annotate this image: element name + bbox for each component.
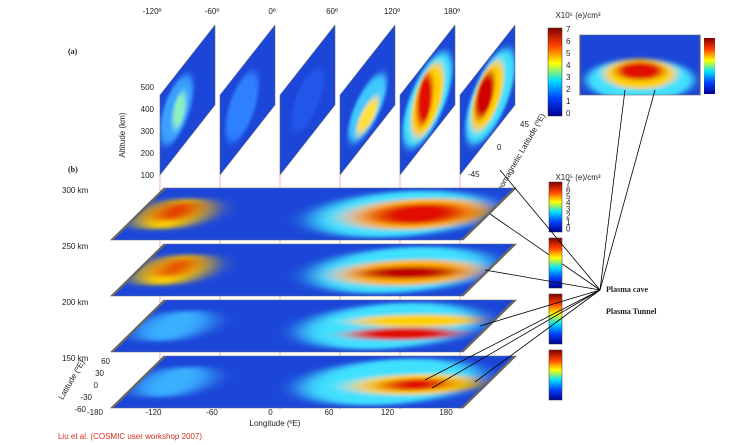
- altitude-slice: [460, 25, 515, 175]
- colorbar: [704, 38, 715, 94]
- layer-label: 300 km: [62, 186, 89, 195]
- colorbar-tick: 3: [566, 73, 571, 82]
- heat-body: [112, 244, 515, 296]
- latitude-tick: 60: [101, 357, 110, 366]
- axis-title: Altitude (km): [118, 112, 127, 157]
- heat-body: [112, 356, 515, 408]
- pointer-line: [485, 270, 600, 290]
- longitude-tick: 180: [439, 408, 453, 417]
- heat-blobs: [466, 29, 516, 164]
- annotation: Plasma cave: [606, 285, 648, 294]
- axis-title: Longitude (ºE): [250, 419, 301, 428]
- colorbar-tick: 1: [566, 97, 571, 106]
- heat-body: [400, 25, 455, 175]
- layer-label: 200 km: [62, 298, 89, 307]
- altitude-tick: 500: [141, 83, 155, 92]
- colorbar-title: X10⁵ (e)/cm³: [555, 173, 600, 182]
- colorbar-tick: 6: [566, 37, 571, 46]
- latitude-tick: 30: [95, 369, 104, 378]
- colorbar-tick: 0: [566, 225, 571, 234]
- pointer-line: [600, 90, 625, 290]
- altitude-tick: 400: [141, 105, 155, 114]
- altitude-slice: [280, 25, 335, 175]
- latitude-tick: -45: [468, 170, 480, 179]
- top-longitude-label: -120º: [143, 7, 162, 16]
- heat-body: [160, 25, 215, 175]
- inset-heatmap: [580, 35, 700, 101]
- top-longitude-label: 180º: [444, 7, 460, 16]
- heat-blob: [616, 62, 664, 80]
- altitude-layer: [112, 188, 515, 240]
- colorbar: [549, 350, 562, 400]
- altitude-slice: [340, 25, 395, 175]
- heat-body: [580, 35, 700, 101]
- altitude-slice: [400, 25, 455, 175]
- latitude-tick: 0: [497, 143, 502, 152]
- top-longitude-label: -60º: [205, 7, 220, 16]
- altitude-layer: [112, 244, 515, 296]
- heat-blobs: [586, 59, 694, 101]
- figure: (a) (b) Liu et al. (COSMIC user workshop…: [0, 0, 730, 445]
- longitude-tick: -60: [206, 408, 218, 417]
- panel-label: (a): [68, 47, 78, 56]
- longitude-tick: 0: [268, 408, 273, 417]
- colorbar-title: X10⁵ (e)/cm³: [555, 11, 600, 20]
- latitude-tick: -30: [80, 393, 92, 402]
- colorbar: [548, 28, 562, 116]
- heat-body: [340, 25, 395, 175]
- top-longitude-label: 60º: [326, 7, 338, 16]
- longitude-tick: -180: [87, 408, 104, 417]
- altitude-slice: [160, 25, 215, 175]
- latitude-tick: 45: [520, 120, 529, 129]
- altitude-tick: 300: [141, 127, 155, 136]
- heat-body: [112, 300, 515, 352]
- heat-body: [112, 188, 515, 240]
- annotation: Plasma Tunnel: [606, 307, 657, 316]
- longitude-tick: 60: [325, 408, 334, 417]
- top-longitude-label: 0º: [268, 7, 275, 16]
- heat-body: [280, 25, 335, 175]
- layer-label: 250 km: [62, 242, 89, 251]
- altitude-slice: [220, 25, 275, 175]
- altitude-tick: 200: [141, 149, 155, 158]
- longitude-tick: -120: [145, 408, 162, 417]
- altitude-layer: [112, 300, 515, 352]
- colorbar-tick: 2: [566, 85, 571, 94]
- altitude-layer: [112, 356, 515, 408]
- citation: Liu et al. (COSMIC user workshop 2007): [58, 432, 202, 441]
- colorbar-tick: 0: [566, 109, 571, 118]
- latitude-tick: 0: [94, 381, 99, 390]
- top-longitude-label: 120º: [384, 7, 400, 16]
- heat-blobs: [403, 33, 453, 168]
- panel-label: (b): [68, 165, 78, 174]
- latitude-tick: -60: [74, 405, 86, 414]
- colorbar: [549, 182, 562, 232]
- colorbar-tick: 7: [566, 25, 571, 34]
- colorbar: [549, 238, 562, 288]
- longitude-tick: 120: [381, 408, 395, 417]
- heat-body: [460, 25, 515, 175]
- altitude-tick: 100: [141, 171, 155, 180]
- colorbar-tick: 4: [566, 61, 571, 70]
- colorbar-tick: 5: [566, 49, 571, 58]
- heat-body: [220, 25, 275, 175]
- pointer-line: [600, 90, 655, 290]
